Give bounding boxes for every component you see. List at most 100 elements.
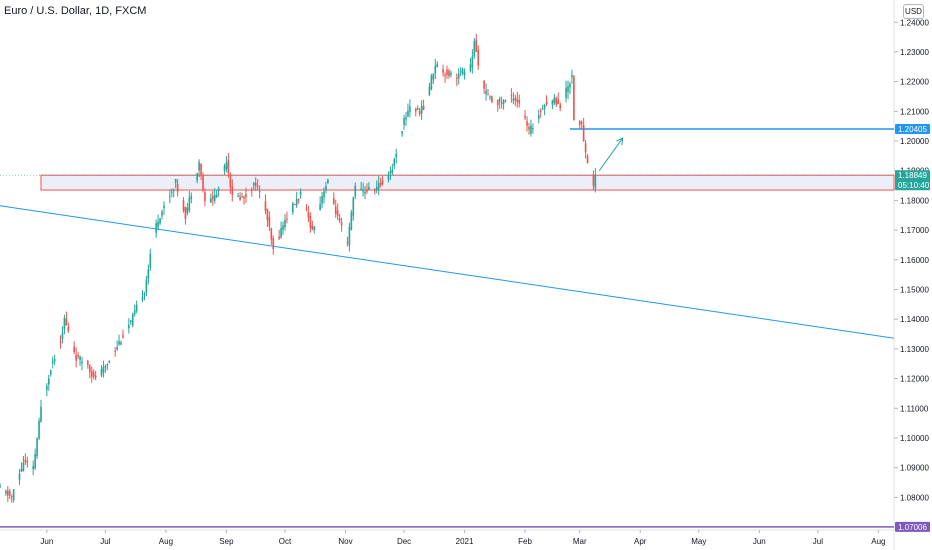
candle-body: [47, 378, 50, 385]
projection-arrow: [598, 137, 624, 172]
candle-body: [428, 86, 431, 96]
candle-body: [215, 194, 218, 198]
candle-body: [483, 80, 485, 89]
candle-body: [416, 108, 419, 110]
candle-body: [10, 496, 13, 498]
candle-body: [403, 118, 405, 125]
candle-body: [305, 208, 308, 210]
candle-body: [225, 162, 228, 170]
candle-body: [38, 420, 40, 439]
candle-body: [307, 211, 310, 218]
candle-body: [334, 206, 337, 214]
candle-body: [40, 406, 42, 423]
x-tick-label: 2021: [456, 537, 474, 546]
candle-body: [463, 72, 466, 76]
x-tick-label: Oct: [279, 537, 292, 546]
candle-body: [104, 365, 107, 368]
candle-body: [346, 242, 349, 244]
candle-body: [258, 190, 261, 192]
y-tick-label: 1.23000: [900, 48, 929, 57]
candle-body: [485, 90, 487, 95]
currency-button[interactable]: USD: [903, 4, 924, 19]
candle-body: [282, 225, 284, 230]
y-tick-label: 1.09000: [900, 464, 929, 473]
candle-body: [393, 158, 396, 166]
candle-body: [516, 99, 519, 103]
candle-body: [381, 180, 384, 184]
x-tick-label: Nov: [338, 537, 352, 546]
candle-body: [518, 100, 521, 104]
candle-body: [432, 73, 435, 80]
candle-body: [368, 186, 370, 190]
support-price-label: 1.07006: [898, 523, 927, 532]
candle-body: [8, 491, 11, 496]
candle-body: [327, 179, 329, 183]
candle-body: [190, 195, 193, 200]
candle-body: [26, 461, 29, 463]
y-tick-label: 1.16000: [900, 256, 929, 265]
candle-body: [6, 490, 9, 496]
candle-body: [266, 208, 269, 221]
candle-body: [502, 100, 505, 104]
candle-body: [457, 73, 460, 79]
candle-body: [553, 97, 556, 103]
candle-body: [204, 192, 206, 201]
candle-body: [87, 361, 89, 365]
candle-body: [524, 115, 526, 118]
resistance-price-label-bg: [895, 124, 930, 135]
candle-body: [313, 226, 316, 230]
candle-body: [131, 314, 134, 326]
candle-body: [459, 71, 462, 73]
candle-body: [145, 279, 148, 293]
candle-body: [77, 355, 79, 357]
candle-body: [133, 310, 136, 315]
candle-body: [114, 351, 116, 353]
candle-body: [272, 238, 275, 250]
candle-body: [229, 174, 232, 188]
candle-body: [51, 361, 54, 364]
candle-body: [405, 117, 407, 120]
candle-body: [350, 212, 353, 230]
candle-body: [59, 341, 62, 343]
candle-body: [90, 371, 93, 377]
y-tick-label: 1.10000: [900, 434, 929, 443]
candle-body: [557, 99, 560, 104]
candle-body: [532, 127, 534, 130]
candle-body: [94, 375, 97, 378]
candle-body: [106, 363, 109, 365]
candle-body: [264, 201, 267, 211]
candle-body: [118, 341, 120, 345]
candle-body: [213, 195, 216, 201]
candle-body: [477, 49, 480, 66]
candle-body: [20, 468, 23, 472]
x-tick-label: Sep: [219, 537, 234, 546]
candle-body: [24, 459, 27, 463]
candle-body: [541, 108, 544, 110]
y-tick-label: 1.08000: [900, 493, 929, 502]
candle-body: [172, 190, 175, 192]
candle-body: [580, 122, 583, 124]
candle-body: [88, 365, 91, 372]
candle-body: [252, 182, 255, 186]
y-tick-label: 1.11000: [900, 404, 929, 413]
candle-body: [157, 221, 159, 228]
candle-body: [473, 41, 476, 57]
candle-body: [422, 105, 425, 110]
x-tick-label: Jun: [40, 537, 53, 546]
candle-body: [469, 64, 472, 71]
resistance-price-label: 1.20405: [898, 125, 927, 134]
candle-body: [364, 191, 366, 194]
candle-body: [291, 203, 294, 213]
x-tick-label: Aug: [871, 537, 885, 546]
candle-body: [18, 473, 21, 480]
candle-body: [377, 183, 380, 189]
candle-body: [161, 211, 163, 216]
candle-body: [102, 366, 105, 373]
candle-body: [49, 370, 52, 375]
candle-body: [545, 101, 548, 105]
candle-body: [176, 184, 179, 192]
candle-body: [498, 98, 501, 102]
candle-body: [65, 318, 68, 326]
x-tick-label: Feb: [518, 537, 532, 546]
